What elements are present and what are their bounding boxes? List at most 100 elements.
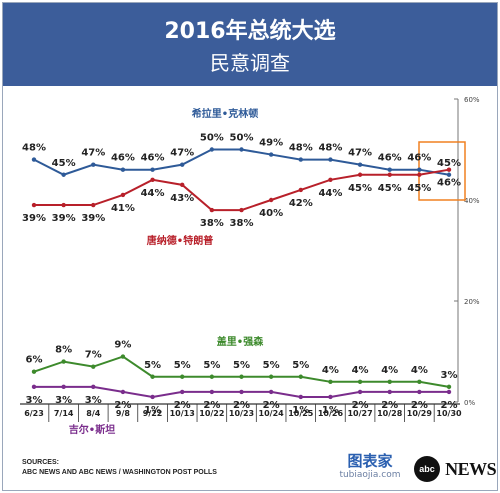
data-label: 3% [441,370,458,381]
data-label: 38% [200,218,224,229]
data-label: 39% [52,213,76,224]
data-point [417,379,422,384]
y-tick-label: 40% [464,197,480,205]
data-label: 5% [233,360,250,371]
y-tick-label: 60% [464,96,480,104]
data-label: 44% [141,188,165,199]
data-label: 9% [114,340,131,351]
data-label: 2% [233,400,250,411]
data-label: 50% [200,133,224,144]
data-point [446,172,452,177]
series-name-label: 吉尔•斯坦 [69,423,115,436]
data-point [387,379,392,384]
x-tick-label: 9/8 [116,409,130,418]
data-point [91,384,96,390]
abc-news-logo: abc NEWS [414,456,497,482]
data-label: 44% [318,188,342,199]
data-point [446,167,452,172]
data-point [180,374,185,379]
data-point [180,182,185,188]
x-tick-label: 10/27 [347,409,372,418]
data-label: 2% [114,400,131,411]
data-point [417,167,422,172]
data-label: 47% [348,148,372,159]
data-point [328,394,333,400]
data-point [268,374,274,379]
data-label: 45% [348,183,372,194]
data-label: 4% [381,365,398,376]
watermark-main: 图表家 [347,452,393,470]
series-name-label: 盖里•强森 [217,335,264,348]
watermark-sub: tubiaojia.com [339,470,401,480]
data-label: 48% [22,143,46,154]
data-point [180,162,185,167]
data-label: 1% [144,405,161,416]
data-point [446,389,452,395]
data-point [31,157,37,162]
data-point [298,157,303,162]
data-point [209,207,215,213]
data-point [387,389,392,395]
data-point [120,354,126,359]
series-name-label: 希拉里•克林顿 [191,107,258,120]
data-point [328,177,333,182]
data-label: 45% [378,183,402,194]
data-label: 2% [352,400,369,411]
data-point [417,389,422,395]
data-point [91,364,96,369]
data-point [239,374,244,379]
data-label: 39% [22,213,46,224]
data-point [61,359,66,364]
data-point [268,197,274,203]
series-name-label: 唐纳德•特朗普 [147,234,213,247]
data-label: 39% [81,213,105,224]
data-label: 2% [441,400,458,411]
data-label: 48% [318,143,342,154]
data-point [387,172,392,177]
data-label: 7% [85,350,102,361]
data-label: 5% [292,360,309,371]
data-label: 2% [203,400,220,411]
header-banner: 2016年总统大选 民意调查 [3,3,497,86]
data-label: 46% [141,153,165,164]
x-tick-label: 10/24 [259,409,285,418]
data-label: 3% [55,395,72,406]
x-tick-label: 9/22 [143,409,163,418]
data-point [239,147,244,152]
data-label: 4% [352,365,369,376]
data-point [209,389,215,395]
x-tick-label: 10/22 [199,409,224,418]
data-point [150,177,155,182]
data-point [417,172,422,177]
sources-heading: SOURCES: [22,459,59,466]
data-point [61,172,66,177]
x-tick-label: 10/28 [377,409,403,418]
data-point [298,187,303,193]
chart-subtitle: 民意调查 [210,51,290,75]
data-point [91,202,96,208]
data-label: 5% [174,360,191,371]
data-point [91,162,96,167]
data-point [328,157,333,162]
data-point [387,167,392,172]
data-point [268,389,274,395]
data-point [298,374,303,379]
data-label: 2% [174,400,191,411]
data-label: 45% [52,158,76,169]
data-point [239,207,244,213]
data-point [209,147,215,152]
data-point [150,374,155,379]
sources-text: ABC NEWS AND ABC NEWS / WASHINGTON POST … [22,469,217,476]
data-label: 41% [111,203,135,214]
data-label: 2% [381,400,398,411]
abc-logo-icon: abc [414,456,440,482]
data-point [150,394,155,400]
data-point [357,379,363,384]
data-point [328,379,333,384]
data-label: 47% [81,148,105,159]
data-point [150,167,155,172]
data-point [239,389,244,395]
data-point [31,369,37,374]
data-label: 45% [407,183,431,194]
data-point [298,394,303,400]
